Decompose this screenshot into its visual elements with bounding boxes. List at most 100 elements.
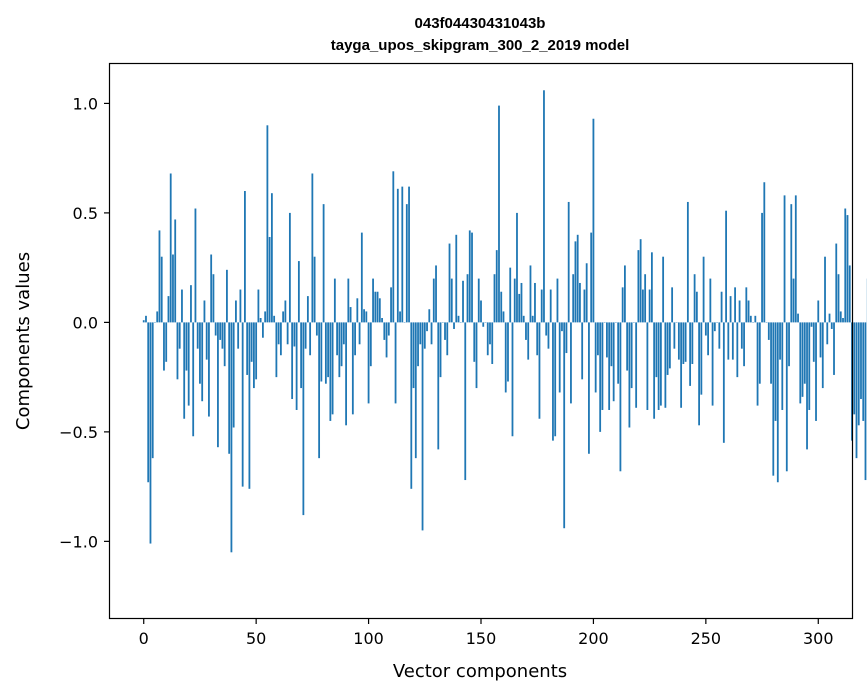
bar xyxy=(812,322,815,362)
bar xyxy=(219,322,222,340)
bar xyxy=(493,274,496,323)
bar xyxy=(448,243,451,323)
bar xyxy=(657,322,660,410)
bar xyxy=(619,322,622,472)
bar xyxy=(221,322,224,349)
bar xyxy=(421,322,424,531)
bar xyxy=(653,322,656,419)
bar xyxy=(327,322,329,378)
bar xyxy=(583,289,586,323)
bar xyxy=(772,322,775,476)
bar xyxy=(709,278,712,323)
bar xyxy=(511,322,514,437)
bar xyxy=(561,322,563,332)
bar xyxy=(792,278,795,323)
bar xyxy=(466,274,469,323)
bar xyxy=(824,256,826,323)
bar xyxy=(284,300,287,323)
bar xyxy=(246,322,249,375)
bar xyxy=(390,287,392,323)
bar xyxy=(291,322,294,400)
bar xyxy=(837,274,840,323)
chart-title: 043f04430431043b xyxy=(415,15,546,32)
bar xyxy=(257,289,260,323)
bar xyxy=(264,311,267,323)
bar xyxy=(342,322,345,345)
bar xyxy=(378,298,381,323)
bar xyxy=(399,311,401,323)
bar xyxy=(410,322,413,489)
bar xyxy=(842,318,844,323)
bar xyxy=(367,322,370,404)
bar xyxy=(457,315,460,323)
bar xyxy=(212,274,215,323)
bar xyxy=(489,322,491,345)
y-axis-label: Components values xyxy=(13,252,34,430)
bar xyxy=(588,322,590,454)
bar xyxy=(707,322,709,356)
bar xyxy=(558,322,561,393)
bar xyxy=(255,322,258,380)
bar xyxy=(806,322,808,450)
bar xyxy=(444,322,446,340)
bar xyxy=(770,322,772,384)
bar xyxy=(160,256,163,323)
bar xyxy=(376,291,379,323)
bar xyxy=(536,322,539,356)
bar xyxy=(450,278,453,323)
bar xyxy=(655,322,658,378)
bar xyxy=(547,322,550,349)
bar xyxy=(534,282,536,323)
bar xyxy=(322,204,325,323)
bar xyxy=(731,322,734,360)
bar xyxy=(498,105,500,323)
bar xyxy=(318,322,321,459)
bar xyxy=(302,322,305,516)
bar xyxy=(383,322,386,340)
bar xyxy=(579,282,581,323)
bar xyxy=(680,322,683,408)
plot-frame xyxy=(108,62,854,620)
bar xyxy=(612,322,615,402)
bar-series xyxy=(142,90,867,553)
bar xyxy=(349,307,352,323)
bar xyxy=(331,322,334,415)
bar xyxy=(713,322,716,332)
bar xyxy=(718,322,721,349)
bar xyxy=(581,322,584,380)
bar xyxy=(196,322,199,349)
bar xyxy=(509,267,512,323)
bar xyxy=(426,322,428,332)
bar xyxy=(273,315,276,323)
bar xyxy=(365,311,368,323)
bar xyxy=(844,208,847,323)
bar xyxy=(475,322,478,389)
bar xyxy=(147,322,150,483)
bar xyxy=(668,322,671,369)
bar xyxy=(250,322,253,362)
bar xyxy=(601,322,604,410)
bar xyxy=(237,322,240,349)
bar xyxy=(315,322,318,336)
bar xyxy=(480,300,482,323)
bar xyxy=(554,322,557,437)
bar xyxy=(230,322,233,553)
bar xyxy=(295,322,298,410)
bar xyxy=(740,322,743,349)
bar xyxy=(504,322,507,393)
bar xyxy=(471,232,473,323)
bar xyxy=(567,201,570,323)
bar xyxy=(606,322,608,358)
bar xyxy=(156,311,159,323)
bar xyxy=(576,234,579,323)
bar xyxy=(482,322,485,327)
bar xyxy=(500,291,503,323)
y-tick-label: 0.5 xyxy=(73,204,98,223)
bar xyxy=(538,322,541,419)
bar xyxy=(300,322,303,389)
bar xyxy=(590,232,593,323)
bar xyxy=(855,322,858,459)
bar xyxy=(201,322,204,402)
